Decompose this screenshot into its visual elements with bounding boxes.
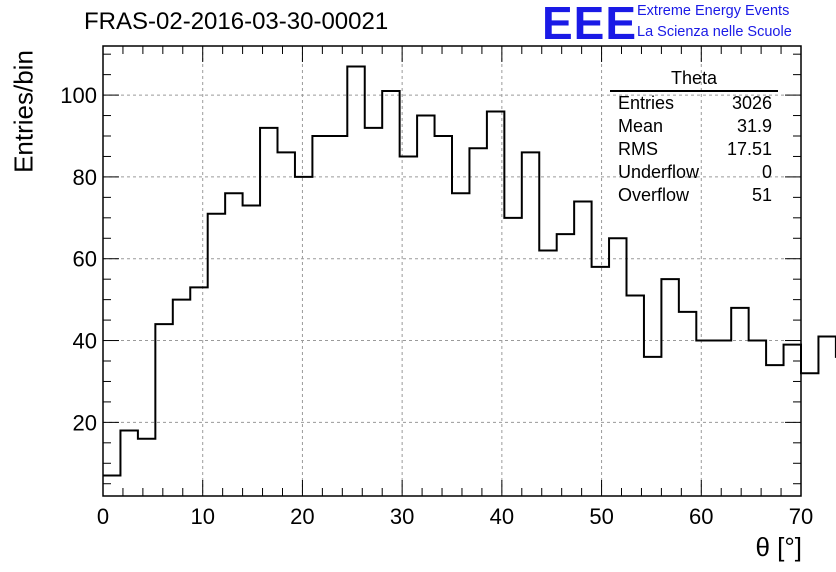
y-tick-label: 40: [73, 329, 97, 354]
stats-value: 51: [751, 185, 772, 205]
eee-logo: EEE: [542, 0, 638, 49]
stats-row-mean: Mean 31.9: [610, 115, 778, 138]
stats-value: 0: [761, 162, 772, 182]
y-tick-label: 100: [60, 83, 97, 108]
x-tick-label: 60: [689, 504, 713, 529]
stats-label: Entries: [618, 93, 675, 113]
stats-row-underflow: Underflow 0: [610, 161, 778, 184]
x-axis-label: θ [°]: [755, 532, 802, 562]
stats-label: Mean: [618, 116, 664, 136]
stats-value: 3026: [731, 93, 772, 113]
y-axis-label: Entries/bin: [8, 50, 39, 173]
stats-label: Underflow: [618, 162, 700, 182]
x-tick-label: 0: [97, 504, 109, 529]
stats-row-overflow: Overflow 51: [610, 184, 778, 207]
x-tick-label: 30: [390, 504, 414, 529]
x-tick-label: 10: [190, 504, 214, 529]
stats-value: 17.51: [726, 139, 772, 159]
chart-title: FRAS-02-2016-03-30-00021: [84, 8, 389, 35]
stats-label: RMS: [618, 139, 658, 159]
y-tick-label: 60: [73, 247, 97, 272]
stats-title: Theta: [610, 68, 778, 92]
stats-row-entries: Entries 3026: [610, 92, 778, 115]
logo-subtitle-line1: Extreme Energy Events: [637, 3, 790, 19]
x-tick-label: 20: [290, 504, 314, 529]
y-tick-label: 80: [73, 165, 97, 190]
x-tick-label: 50: [589, 504, 613, 529]
histogram-line: [103, 65, 836, 477]
stats-label: Overflow: [618, 185, 690, 205]
stats-row-rms: RMS 17.51: [610, 138, 778, 161]
x-tick-label: 70: [789, 504, 813, 529]
y-tick-label: 20: [73, 410, 97, 435]
logo-subtitle-line2: La Scienza nelle Scuole: [637, 24, 792, 40]
stats-box: Theta Entries 3026 Mean 31.9 RMS 17.51 U…: [610, 68, 778, 207]
plot-frame: [102, 45, 802, 497]
x-tick-label: 40: [490, 504, 514, 529]
stats-value: 31.9: [736, 116, 772, 136]
